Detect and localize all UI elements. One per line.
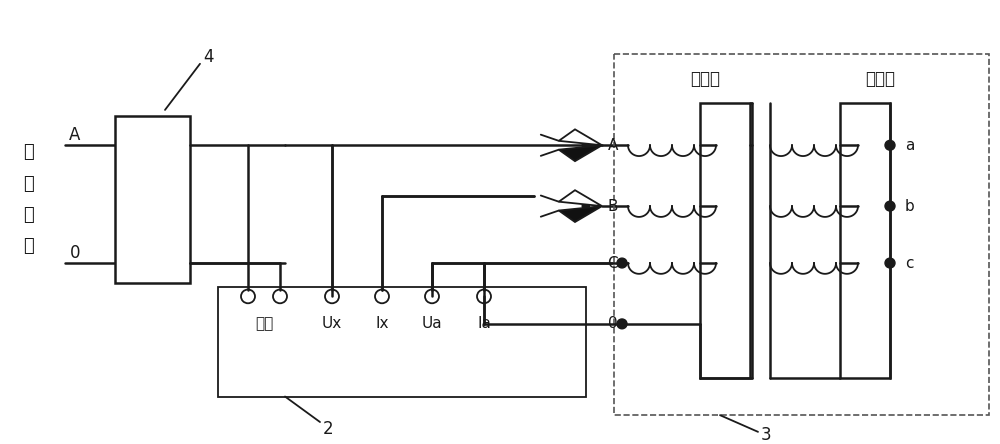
Polygon shape	[559, 206, 602, 222]
Bar	[115, 116, 190, 283]
Text: 低压侧: 低压侧	[865, 70, 895, 87]
Bar	[218, 286, 586, 396]
Text: B: B	[608, 198, 618, 214]
Text: 电: 电	[23, 206, 33, 224]
Text: 输入: 输入	[255, 317, 273, 331]
Text: b: b	[905, 198, 915, 214]
Circle shape	[582, 202, 589, 210]
Text: 单: 单	[23, 143, 33, 161]
Circle shape	[885, 140, 895, 150]
Text: Ix: Ix	[375, 317, 389, 331]
Text: 源: 源	[23, 238, 33, 255]
Text: C: C	[607, 256, 618, 270]
Text: 0: 0	[608, 317, 618, 331]
Text: 高压侧: 高压侧	[690, 70, 720, 87]
Text: 4: 4	[203, 48, 213, 66]
Text: 3: 3	[761, 426, 771, 444]
Text: 2: 2	[323, 420, 333, 438]
Polygon shape	[559, 145, 602, 161]
Bar	[614, 54, 989, 415]
Text: Ua: Ua	[422, 317, 442, 331]
Text: Ux: Ux	[322, 317, 342, 331]
Text: 相: 相	[23, 174, 33, 193]
Text: Ia: Ia	[477, 317, 491, 331]
Circle shape	[885, 258, 895, 268]
Text: c: c	[905, 256, 914, 270]
Circle shape	[885, 201, 895, 211]
Text: A: A	[69, 127, 81, 144]
Bar	[700, 103, 750, 378]
Text: 0: 0	[70, 244, 80, 262]
Polygon shape	[559, 129, 602, 145]
Text: a: a	[905, 138, 914, 153]
Polygon shape	[559, 190, 602, 206]
Bar	[840, 103, 890, 378]
Circle shape	[617, 258, 627, 268]
Circle shape	[582, 142, 589, 149]
Circle shape	[617, 319, 627, 329]
Text: A: A	[608, 138, 618, 153]
